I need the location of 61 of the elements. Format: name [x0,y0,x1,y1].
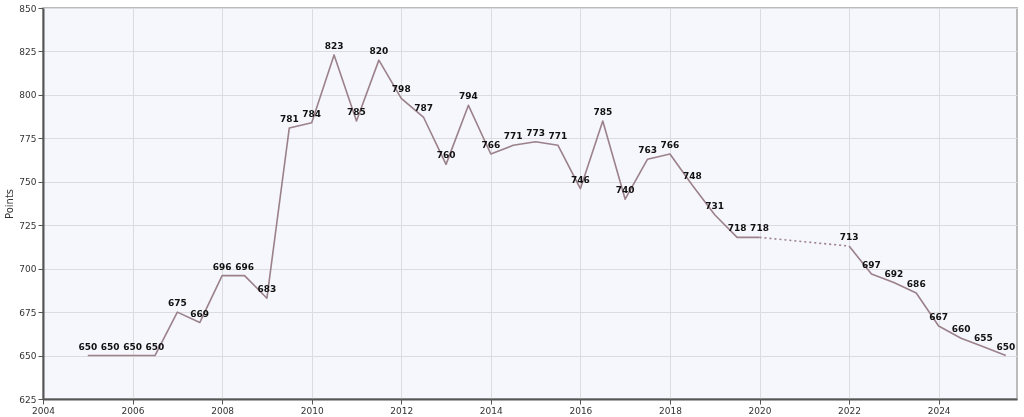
data-label: 740 [615,185,635,196]
x-tick-label: 2022 [838,405,862,416]
x-tick-label: 2006 [121,405,145,416]
data-label: 650 [78,341,98,352]
data-label: 773 [526,127,545,138]
data-label: 713 [839,232,859,243]
data-label: 692 [884,268,904,279]
x-tick-label: 2010 [300,405,324,416]
data-label: 771 [548,131,568,142]
data-label: 660 [951,324,971,335]
data-label: 686 [906,279,926,289]
x-tick-label: 2024 [927,405,951,416]
x-tick-label: 2016 [569,405,593,416]
data-label: 696 [212,261,232,272]
data-label: 794 [459,91,478,102]
data-label: 683 [257,284,277,295]
y-tick-label: 850 [19,3,37,14]
data-label: 763 [638,145,657,156]
data-label: 650 [123,341,142,352]
y-tick-label: 675 [19,307,37,318]
data-label: 787 [414,103,434,114]
data-label: 650 [996,341,1016,352]
data-label: 650 [145,341,165,352]
data-label: 784 [302,108,322,119]
data-label: 766 [660,139,680,150]
data-label: 785 [347,106,366,117]
data-label: 748 [682,171,702,182]
y-tick-label: 775 [19,133,37,144]
data-label: 667 [929,312,949,323]
data-label: 766 [481,139,501,150]
data-label: 823 [324,40,344,51]
y-tick-label: 725 [19,220,37,231]
data-label: 731 [705,200,725,211]
data-label: 675 [167,298,187,309]
x-tick-label: 2020 [748,405,772,416]
y-tick-label: 825 [19,46,37,57]
data-label: 781 [279,113,299,124]
data-label: 820 [369,46,389,57]
data-label: 760 [436,150,456,161]
x-tick-label: 2004 [32,405,56,416]
y-tick-label: 750 [19,177,37,188]
x-tick-label: 2012 [390,405,414,416]
data-label: 697 [862,259,881,270]
data-label: 696 [235,261,254,272]
y-tick-label: 800 [19,90,37,101]
y-axis-title: Points [4,188,16,220]
y-tick-label: 625 [19,394,37,405]
data-label: 655 [974,332,993,343]
data-label: 718 [727,223,747,234]
data-label: 669 [190,308,210,319]
x-tick-label: 2014 [479,405,504,416]
data-label: 771 [503,131,523,142]
data-label: 798 [391,84,411,95]
y-tick-label: 700 [19,264,37,275]
data-label: 718 [750,223,769,234]
x-tick-label: 2018 [658,405,683,416]
data-label: 785 [593,106,613,117]
x-tick-label: 2008 [211,405,235,416]
y-tick-label: 650 [19,351,37,362]
data-label: 650 [100,341,120,352]
data-label: 746 [570,174,590,185]
